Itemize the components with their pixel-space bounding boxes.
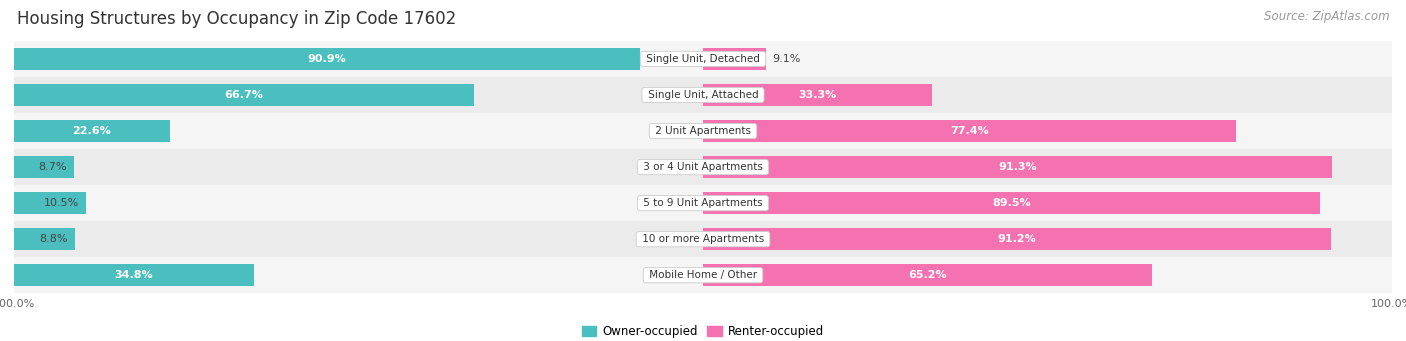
Bar: [703, 120, 1236, 142]
Bar: [14, 77, 1392, 113]
Bar: [14, 84, 474, 106]
Text: 89.5%: 89.5%: [993, 198, 1031, 208]
Text: 9.1%: 9.1%: [772, 54, 801, 64]
Bar: [703, 48, 766, 70]
Bar: [14, 41, 1392, 77]
Text: 91.2%: 91.2%: [998, 234, 1036, 244]
Text: Source: ZipAtlas.com: Source: ZipAtlas.com: [1264, 10, 1389, 23]
Text: Single Unit, Attached: Single Unit, Attached: [644, 90, 762, 100]
Text: 91.3%: 91.3%: [998, 162, 1036, 172]
Text: 65.2%: 65.2%: [908, 270, 946, 280]
Text: 34.8%: 34.8%: [115, 270, 153, 280]
Text: 90.9%: 90.9%: [308, 54, 346, 64]
Bar: [703, 156, 1331, 178]
Bar: [14, 48, 640, 70]
Bar: [14, 192, 86, 214]
Text: 8.8%: 8.8%: [39, 234, 67, 244]
Text: 22.6%: 22.6%: [73, 126, 111, 136]
Text: Single Unit, Detached: Single Unit, Detached: [643, 54, 763, 64]
Bar: [703, 228, 1331, 250]
Bar: [14, 113, 1392, 149]
Bar: [703, 84, 932, 106]
Bar: [14, 228, 75, 250]
Bar: [703, 264, 1152, 286]
Bar: [14, 221, 1392, 257]
Text: 10 or more Apartments: 10 or more Apartments: [638, 234, 768, 244]
Bar: [14, 185, 1392, 221]
Bar: [14, 149, 1392, 185]
Text: 8.7%: 8.7%: [38, 162, 67, 172]
Bar: [14, 156, 75, 178]
Bar: [14, 120, 170, 142]
Text: 5 to 9 Unit Apartments: 5 to 9 Unit Apartments: [640, 198, 766, 208]
Text: 2 Unit Apartments: 2 Unit Apartments: [652, 126, 754, 136]
Text: 66.7%: 66.7%: [225, 90, 263, 100]
Text: 33.3%: 33.3%: [799, 90, 837, 100]
Bar: [14, 257, 1392, 293]
Bar: [703, 192, 1320, 214]
Legend: Owner-occupied, Renter-occupied: Owner-occupied, Renter-occupied: [578, 321, 828, 341]
Text: Mobile Home / Other: Mobile Home / Other: [645, 270, 761, 280]
Text: 3 or 4 Unit Apartments: 3 or 4 Unit Apartments: [640, 162, 766, 172]
Bar: [14, 264, 254, 286]
Text: 77.4%: 77.4%: [950, 126, 988, 136]
Text: 10.5%: 10.5%: [44, 198, 80, 208]
Text: Housing Structures by Occupancy in Zip Code 17602: Housing Structures by Occupancy in Zip C…: [17, 10, 456, 28]
